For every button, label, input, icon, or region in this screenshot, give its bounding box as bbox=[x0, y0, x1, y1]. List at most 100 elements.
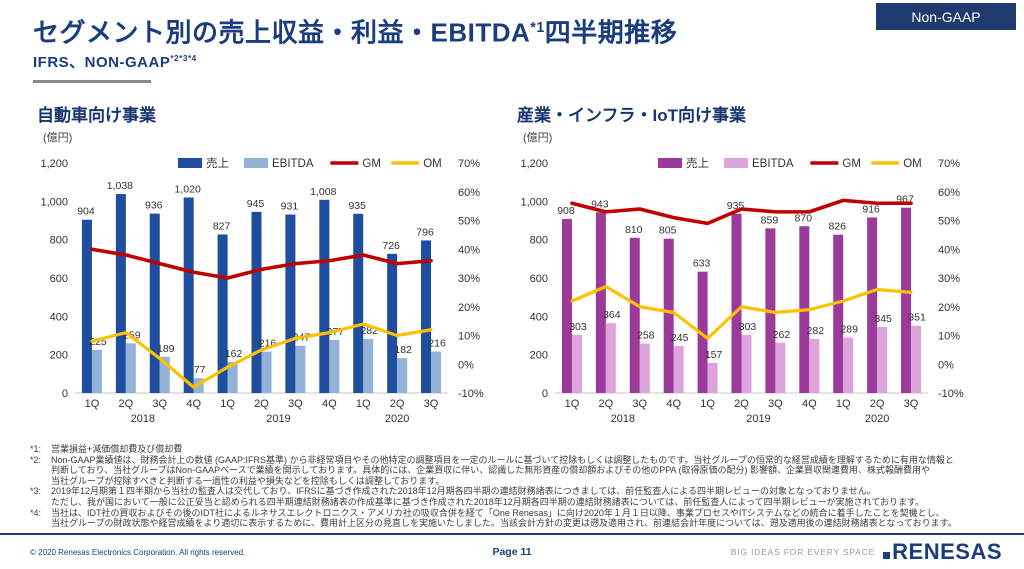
ebitda-bar bbox=[431, 351, 442, 393]
footnote-line: Non-GAAP業績値は、財務会計上の数値 (GAAP:IFRS基準) から非経… bbox=[51, 454, 954, 465]
iiot-chart-block: 産業・インフラ・IoT向け事業 (億円) 0 200 400 600 800 1,000 1… bbox=[513, 101, 995, 434]
right-axis-tick-label: 0% bbox=[458, 359, 474, 371]
ebitda-value-label: 162 bbox=[225, 348, 243, 360]
right-axis-tick-label: 40% bbox=[938, 244, 960, 256]
left-axis-tick-label: 600 bbox=[50, 273, 68, 285]
left-axis-tick-label: 0 bbox=[542, 388, 548, 400]
ebitda-bar bbox=[707, 362, 718, 393]
renesas-logo: RENESAS bbox=[883, 539, 1002, 565]
ebitda-bar bbox=[673, 346, 684, 393]
right-axis-tick-label: 50% bbox=[938, 216, 960, 228]
revenue-bar bbox=[421, 240, 432, 393]
revenue-bar bbox=[115, 194, 126, 393]
left-axis-tick-label: 400 bbox=[50, 311, 68, 323]
ebitda-bar bbox=[571, 334, 582, 393]
ebitda-value-label: 282 bbox=[807, 325, 825, 337]
legend-label: OM bbox=[903, 158, 922, 170]
quarter-label: 3Q bbox=[288, 398, 303, 410]
ebitda-value-label: 216 bbox=[428, 338, 446, 350]
slide-header: セグメント別の売上収益・利益・EBITDA*1四半期推移 IFRS、NON-GA… bbox=[33, 12, 677, 83]
right-axis-tick-label: -10% bbox=[938, 388, 964, 400]
quarter-label: 3Q bbox=[904, 398, 919, 410]
revenue-bar bbox=[353, 213, 364, 393]
iiot-chart-title: 産業・インフラ・IoT向け事業 bbox=[517, 106, 746, 125]
year-label: 2020 bbox=[385, 413, 409, 425]
right-axis-tick-label: 30% bbox=[938, 273, 960, 285]
ebitda-value-label: 303 bbox=[569, 321, 587, 333]
left-axis-tick-label: 1,200 bbox=[40, 158, 68, 170]
ebitda-value-label: 345 bbox=[874, 313, 892, 325]
left-axis-tick-label: 400 bbox=[530, 311, 548, 323]
legend-label: EBITDA bbox=[272, 158, 314, 170]
ebitda-bar bbox=[159, 356, 170, 393]
non-gaap-badge: Non-GAAP bbox=[876, 3, 1016, 30]
revenue-bar bbox=[217, 234, 228, 393]
revenue-bar bbox=[319, 199, 330, 393]
iiot-unit-label: (億円) bbox=[523, 132, 553, 144]
left-axis-tick-label: 200 bbox=[50, 350, 68, 362]
footer-brand: BIG IDEAS FOR EVERY SPACE RENESAS bbox=[731, 539, 1002, 565]
year-label: 2020 bbox=[865, 413, 889, 425]
legend-label: EBITDA bbox=[752, 158, 794, 170]
gm-line bbox=[90, 247, 433, 280]
ebitda-value-label: 157 bbox=[705, 349, 723, 361]
page-subtitle: IFRS、NON-GAAP*2*3*4 bbox=[33, 53, 197, 71]
footnote-line: 当社グループの財政状態や経営成績をより適切に表示するために、費用計上区分の見直し… bbox=[51, 518, 957, 529]
ebitda-value-label: 351 bbox=[908, 312, 926, 324]
automotive-chart-svg: 0 200 400 600 800 1,000 1,200 70% 60% 50% 40% 30% 20… bbox=[40, 157, 483, 425]
revenue-bar bbox=[867, 217, 878, 393]
revenue-value-label: 916 bbox=[862, 203, 880, 215]
footnote-line: 当社は、IDT社の買収およびその後のIDT社によるルネサスエレクトロニクス・アメ… bbox=[51, 507, 945, 518]
revenue-value-label: 1,020 bbox=[175, 184, 201, 196]
footer: © 2020 Renesas Electronics Corporation. … bbox=[0, 537, 1024, 567]
renesas-logo-square-icon bbox=[883, 551, 891, 559]
right-axis-tick-label: 70% bbox=[458, 158, 480, 170]
footnote-line: 当社グループが控除すべきと判断する一過性の利益や損失などを控除もしくは調整してお… bbox=[51, 475, 445, 486]
left-axis-tick-label: 200 bbox=[530, 350, 548, 362]
legend-label: GM bbox=[842, 158, 861, 170]
right-axis-tick-label: 10% bbox=[938, 331, 960, 343]
ebitda-value-label: 258 bbox=[637, 330, 655, 342]
revenue-bar bbox=[901, 207, 912, 393]
subtitle-footnote-ref: *2*3*4 bbox=[170, 53, 197, 63]
revenue-value-label: 1,038 bbox=[107, 180, 133, 192]
gm-line bbox=[570, 198, 913, 226]
left-axis-tick-label: 600 bbox=[530, 273, 548, 285]
automotive-unit-label: (億円) bbox=[43, 132, 73, 144]
revenue-value-label: 908 bbox=[557, 205, 575, 217]
footnote: *1: 営業損益+減価償却費及び償却費 bbox=[30, 444, 1005, 455]
ebitda-bar bbox=[91, 349, 102, 393]
footnote: *2: Non-GAAP業績値は、財務会計上の数値 (GAAP:IFRS基準) か… bbox=[30, 455, 1005, 487]
ebitda-bar bbox=[125, 343, 136, 393]
ebitda-value-label: 245 bbox=[671, 332, 689, 344]
left-axis-tick-label: 1,000 bbox=[40, 196, 68, 208]
ebitda-bar bbox=[741, 334, 752, 393]
legend-swatch-revenue bbox=[658, 158, 682, 168]
left-axis-tick-label: 800 bbox=[530, 235, 548, 247]
revenue-bar bbox=[183, 197, 194, 393]
revenue-value-label: 859 bbox=[761, 214, 779, 226]
revenue-bar bbox=[387, 253, 398, 393]
page-number: Page 11 bbox=[492, 546, 532, 558]
footer-divider bbox=[0, 533, 1024, 535]
revenue-value-label: 805 bbox=[659, 225, 677, 237]
legend-label: OM bbox=[423, 158, 442, 170]
revenue-bar bbox=[663, 238, 674, 393]
revenue-value-label: 633 bbox=[693, 258, 711, 270]
legend-swatch-revenue bbox=[178, 158, 202, 168]
ebitda-value-label: 364 bbox=[603, 309, 621, 321]
revenue-bar bbox=[731, 213, 742, 393]
revenue-bar bbox=[149, 213, 160, 393]
ebitda-bar bbox=[775, 342, 786, 393]
quarter-label: 4Q bbox=[186, 398, 201, 410]
revenue-bar bbox=[251, 211, 262, 393]
om-line bbox=[570, 285, 913, 340]
right-axis-tick-label: 20% bbox=[458, 302, 480, 314]
automotive-chart-title: 自動車向け事業 bbox=[37, 106, 156, 125]
legend-swatch-ebitda bbox=[724, 158, 748, 168]
revenue-bar bbox=[81, 219, 92, 393]
left-axis-tick-label: 1,200 bbox=[520, 158, 548, 170]
footnote-line: 判断しており、当社グループはNon-GAAPベースで業績を開示しております。具体… bbox=[51, 465, 931, 476]
title-footnote-ref: *1 bbox=[530, 20, 545, 36]
iiot-chart-svg: 0 200 400 600 800 1,000 1,200 70% 60% 50% 40% 30% 20… bbox=[520, 157, 964, 425]
